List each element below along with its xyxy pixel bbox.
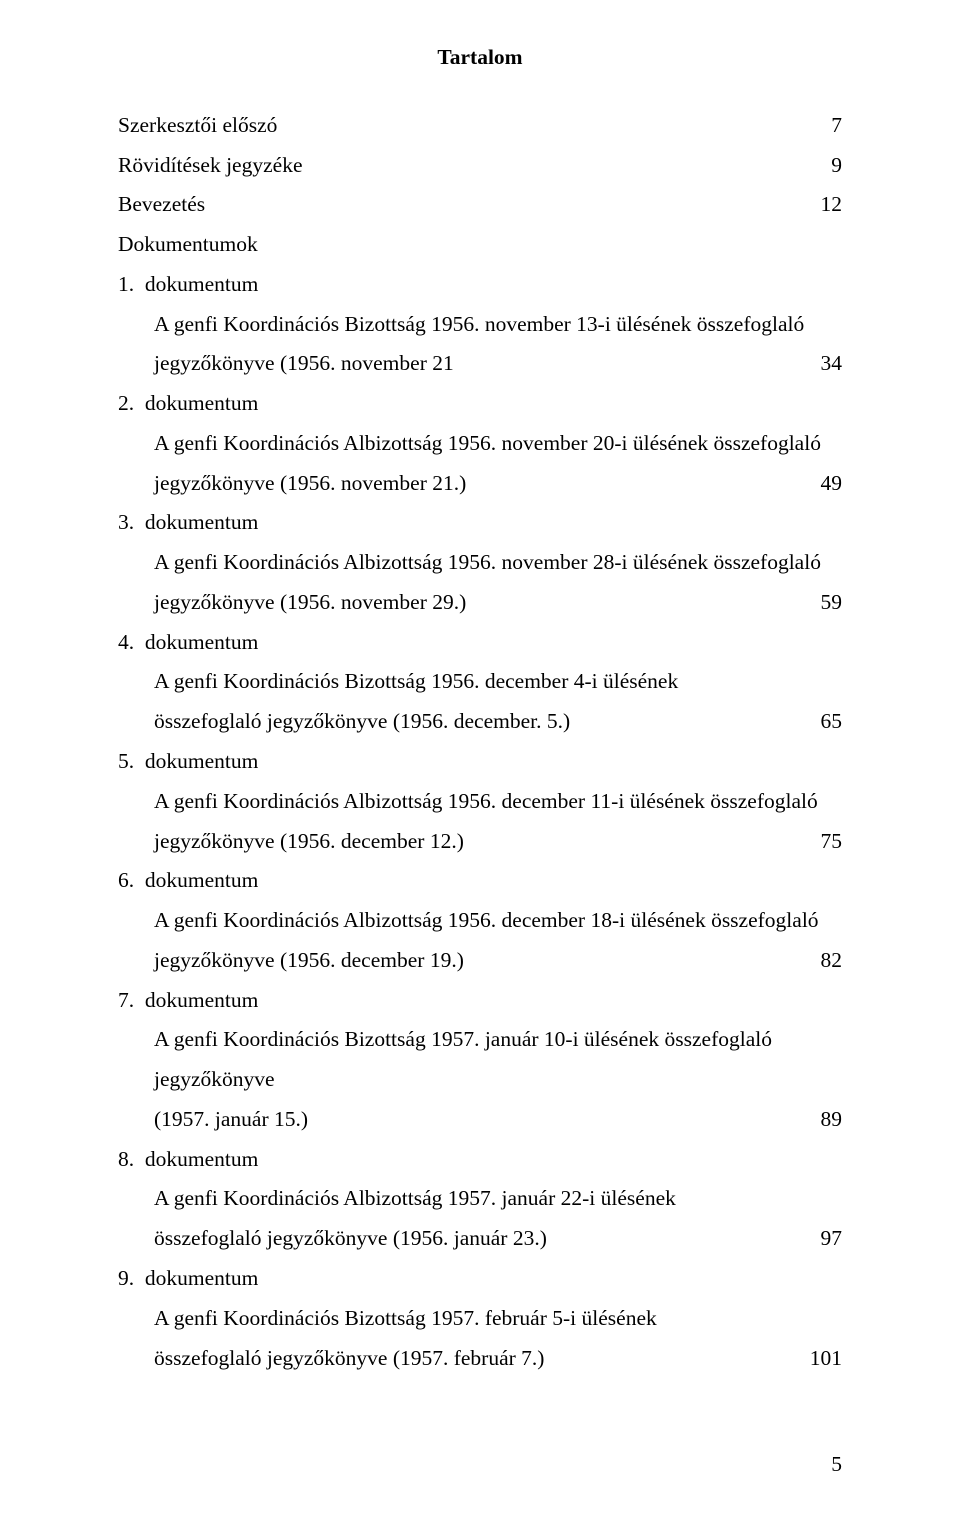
entry-page: 89 (802, 1100, 842, 1140)
entry-num: 7. (118, 988, 134, 1012)
toc-page: Tartalom Szerkesztői előszó 7 Rövidítése… (0, 0, 960, 1515)
entry-head-text: dokumentum (145, 630, 258, 654)
entry-num: 1. (118, 272, 134, 296)
entry-line1: A genfi Koordinációs Bizottság 1957. feb… (118, 1299, 842, 1339)
entry-head: 3. dokumentum (118, 503, 842, 543)
entry-line2-row: (1957. január 15.) 89 (118, 1100, 842, 1140)
entry-line2: jegyzőkönyve (1956. december 12.) (154, 822, 802, 862)
entry-num: 5. (118, 749, 134, 773)
entry-line2-row: jegyzőkönyve (1956. november 29.) 59 (118, 583, 842, 623)
entry-head-text: dokumentum (145, 391, 258, 415)
front-row: Dokumentumok (118, 225, 842, 265)
entry-line1: A genfi Koordinációs Albizottság 1956. n… (118, 543, 842, 583)
entry-head-text: dokumentum (145, 868, 258, 892)
front-label: Dokumentumok (118, 225, 802, 265)
entry-line1: A genfi Koordinációs Bizottság 1956. dec… (118, 662, 842, 702)
entry-line1: A genfi Koordinációs Albizottság 1956. d… (118, 782, 842, 822)
entry-page: 101 (802, 1339, 842, 1379)
entry-head-text: dokumentum (145, 749, 258, 773)
front-row: Rövidítések jegyzéke 9 (118, 146, 842, 186)
front-label: Rövidítések jegyzéke (118, 146, 802, 186)
front-page: 9 (802, 146, 842, 186)
entry-line2-row: jegyzőkönyve (1956. december 19.) 82 (118, 941, 842, 981)
entry-page: 75 (802, 822, 842, 862)
entry-line2: (1957. január 15.) (154, 1100, 802, 1140)
entry-num: 2. (118, 391, 134, 415)
front-page: 12 (802, 185, 842, 225)
entry-head-text: dokumentum (145, 988, 258, 1012)
entry-line2: összefoglaló jegyzőkönyve (1956. decembe… (154, 702, 802, 742)
entry-line2-row: jegyzőkönyve (1956. november 21.) 49 (118, 464, 842, 504)
entry-num: 6. (118, 868, 134, 892)
entry-line2-row: összefoglaló jegyzőkönyve (1956. január … (118, 1219, 842, 1259)
front-row: Bevezetés 12 (118, 185, 842, 225)
entry-head-text: dokumentum (145, 1266, 258, 1290)
entry-head: 5. dokumentum (118, 742, 842, 782)
entry-head-text: dokumentum (145, 510, 258, 534)
entry-head-text: dokumentum (145, 1147, 258, 1171)
entry-num: 8. (118, 1147, 134, 1171)
entry-page: 65 (802, 702, 842, 742)
entry-head: 4. dokumentum (118, 623, 842, 663)
front-row: Szerkesztői előszó 7 (118, 106, 842, 146)
entry-head: 2. dokumentum (118, 384, 842, 424)
entry-line1: A genfi Koordinációs Albizottság 1956. n… (118, 424, 842, 464)
entry-head: 1. dokumentum (118, 265, 842, 305)
entry-page: 59 (802, 583, 842, 623)
entry-head: 9. dokumentum (118, 1259, 842, 1299)
entry-line1: A genfi Koordinációs Albizottság 1956. d… (118, 901, 842, 941)
page-title: Tartalom (118, 38, 842, 78)
entry-line2-row: összefoglaló jegyzőkönyve (1957. február… (118, 1339, 842, 1379)
entry-head-text: dokumentum (145, 272, 258, 296)
entry-line2: összefoglaló jegyzőkönyve (1956. január … (154, 1219, 802, 1259)
front-label: Bevezetés (118, 185, 802, 225)
entry-page: 82 (802, 941, 842, 981)
front-page: 7 (802, 106, 842, 146)
front-label: Szerkesztői előszó (118, 106, 802, 146)
entry-line2: jegyzőkönyve (1956. november 21 (154, 344, 802, 384)
page-number: 5 (831, 1445, 842, 1485)
entry-page: 34 (802, 344, 842, 384)
entry-num: 3. (118, 510, 134, 534)
entry-line2: jegyzőkönyve (1956. november 21.) (154, 464, 802, 504)
entry-head: 6. dokumentum (118, 861, 842, 901)
entry-line2-row: jegyzőkönyve (1956. december 12.) 75 (118, 822, 842, 862)
entry-num: 4. (118, 630, 134, 654)
entry-line2: összefoglaló jegyzőkönyve (1957. február… (154, 1339, 802, 1379)
entry-line2: jegyzőkönyve (1956. november 29.) (154, 583, 802, 623)
entry-head: 7. dokumentum (118, 981, 842, 1021)
entry-line1: A genfi Koordinációs Bizottság 1956. nov… (118, 305, 842, 345)
entry-head: 8. dokumentum (118, 1140, 842, 1180)
entry-num: 9. (118, 1266, 134, 1290)
entry-line1: A genfi Koordinációs Albizottság 1957. j… (118, 1179, 842, 1219)
entry-page: 49 (802, 464, 842, 504)
entry-line2-row: összefoglaló jegyzőkönyve (1956. decembe… (118, 702, 842, 742)
entry-line2-row: jegyzőkönyve (1956. november 21 34 (118, 344, 842, 384)
entry-line2: jegyzőkönyve (1956. december 19.) (154, 941, 802, 981)
entry-page: 97 (802, 1219, 842, 1259)
entry-line1: A genfi Koordinációs Bizottság 1957. jan… (118, 1020, 842, 1100)
